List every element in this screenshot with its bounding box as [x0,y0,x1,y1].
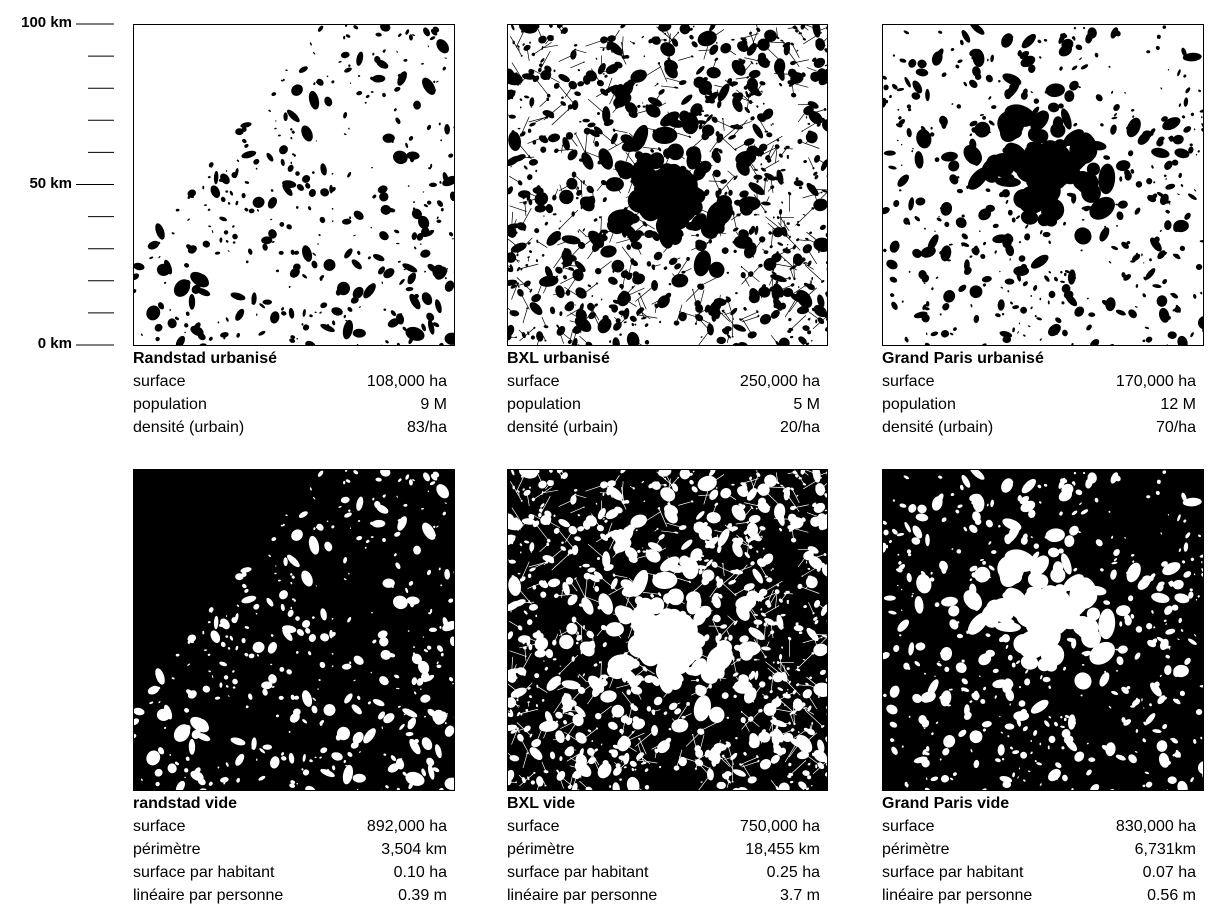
stat-label: densité (urbain) [507,419,618,437]
stat-value: 0.07 ha [1002,864,1196,882]
stat-value: 9 M [253,396,447,414]
map-image [507,24,828,346]
panel-title: Randstad urbanisé [133,350,277,368]
stat-value: 70/ha [1002,419,1196,437]
map-image [507,469,828,791]
stat-label: population [507,396,581,414]
map-image [882,469,1204,791]
stat-value: 250,000 ha [627,373,820,391]
stat-label: surface [133,818,185,836]
scale-label: 100 km [2,14,72,31]
stat-value: 0.39 m [253,887,447,905]
stat-value: 170,000 ha [1002,373,1196,391]
panel-title: Grand Paris urbanisé [882,350,1044,368]
stat-value: 3.7 m [627,887,820,905]
stat-label: surface [507,373,559,391]
stat-label: densité (urbain) [882,419,993,437]
stat-label: surface [133,373,185,391]
stat-label: périmètre [133,841,201,859]
map-image [133,24,455,346]
stat-value: 6,731km [1002,841,1196,859]
stat-value: 18,455 km [627,841,820,859]
stat-label: périmètre [507,841,575,859]
stat-label: densité (urbain) [133,419,244,437]
stat-value: 750,000 ha [627,818,820,836]
stat-label: surface [507,818,559,836]
stat-label: surface [882,818,934,836]
stat-label: population [882,396,956,414]
scale-label: 0 km [2,335,72,352]
stat-value: 3,504 km [253,841,447,859]
stat-value: 108,000 ha [253,373,447,391]
panel-title: randstad vide [133,795,237,813]
map-image [133,469,455,791]
stat-label: surface [882,373,934,391]
stat-value: 830,000 ha [1002,818,1196,836]
stat-value: 0.56 m [1002,887,1196,905]
stat-label: population [133,396,207,414]
stat-value: 0.25 ha [627,864,820,882]
panel-title: Grand Paris vide [882,795,1009,813]
scale-label: 50 km [2,175,72,192]
page: (() => { const data = JSON.parse(documen… [0,0,1208,901]
stat-value: 12 M [1002,396,1196,414]
stat-value: 892,000 ha [253,818,447,836]
stat-value: 0.10 ha [253,864,447,882]
panel-title: BXL vide [507,795,575,813]
stat-value: 5 M [627,396,820,414]
stat-label: périmètre [882,841,950,859]
stat-value: 83/ha [253,419,447,437]
map-image [882,24,1204,346]
panel-title: BXL urbanisé [507,350,610,368]
stat-value: 20/ha [627,419,820,437]
